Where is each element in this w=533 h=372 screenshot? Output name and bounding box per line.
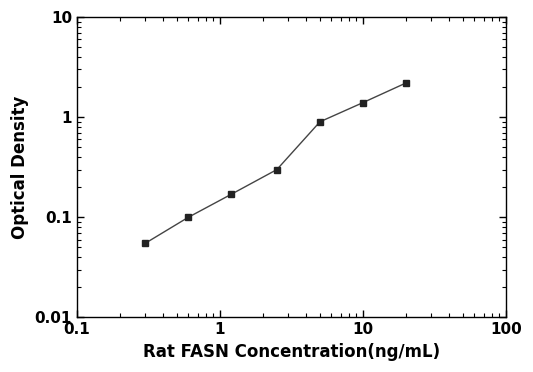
X-axis label: Rat FASN Concentration(ng/mL): Rat FASN Concentration(ng/mL) xyxy=(143,343,440,361)
Y-axis label: Optical Density: Optical Density xyxy=(11,96,29,239)
